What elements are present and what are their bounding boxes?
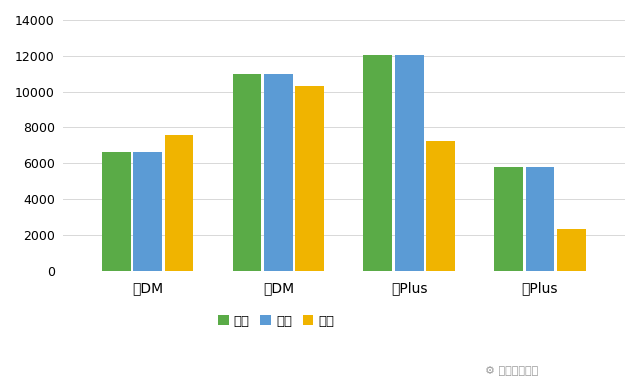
Bar [525,167,554,271]
Bar [426,141,455,271]
Bar [264,74,292,271]
Bar [133,152,162,271]
Bar [395,55,424,271]
Bar [102,152,131,271]
Bar [232,74,261,271]
Bar [494,167,523,271]
Bar [295,86,324,271]
Legend: 产量, 销量, 上险: 产量, 销量, 上险 [218,315,335,328]
Bar [557,230,586,271]
Text: ⚙ 汽车电子设计: ⚙ 汽车电子设计 [485,364,539,375]
Bar [164,135,193,271]
Bar [364,55,392,271]
